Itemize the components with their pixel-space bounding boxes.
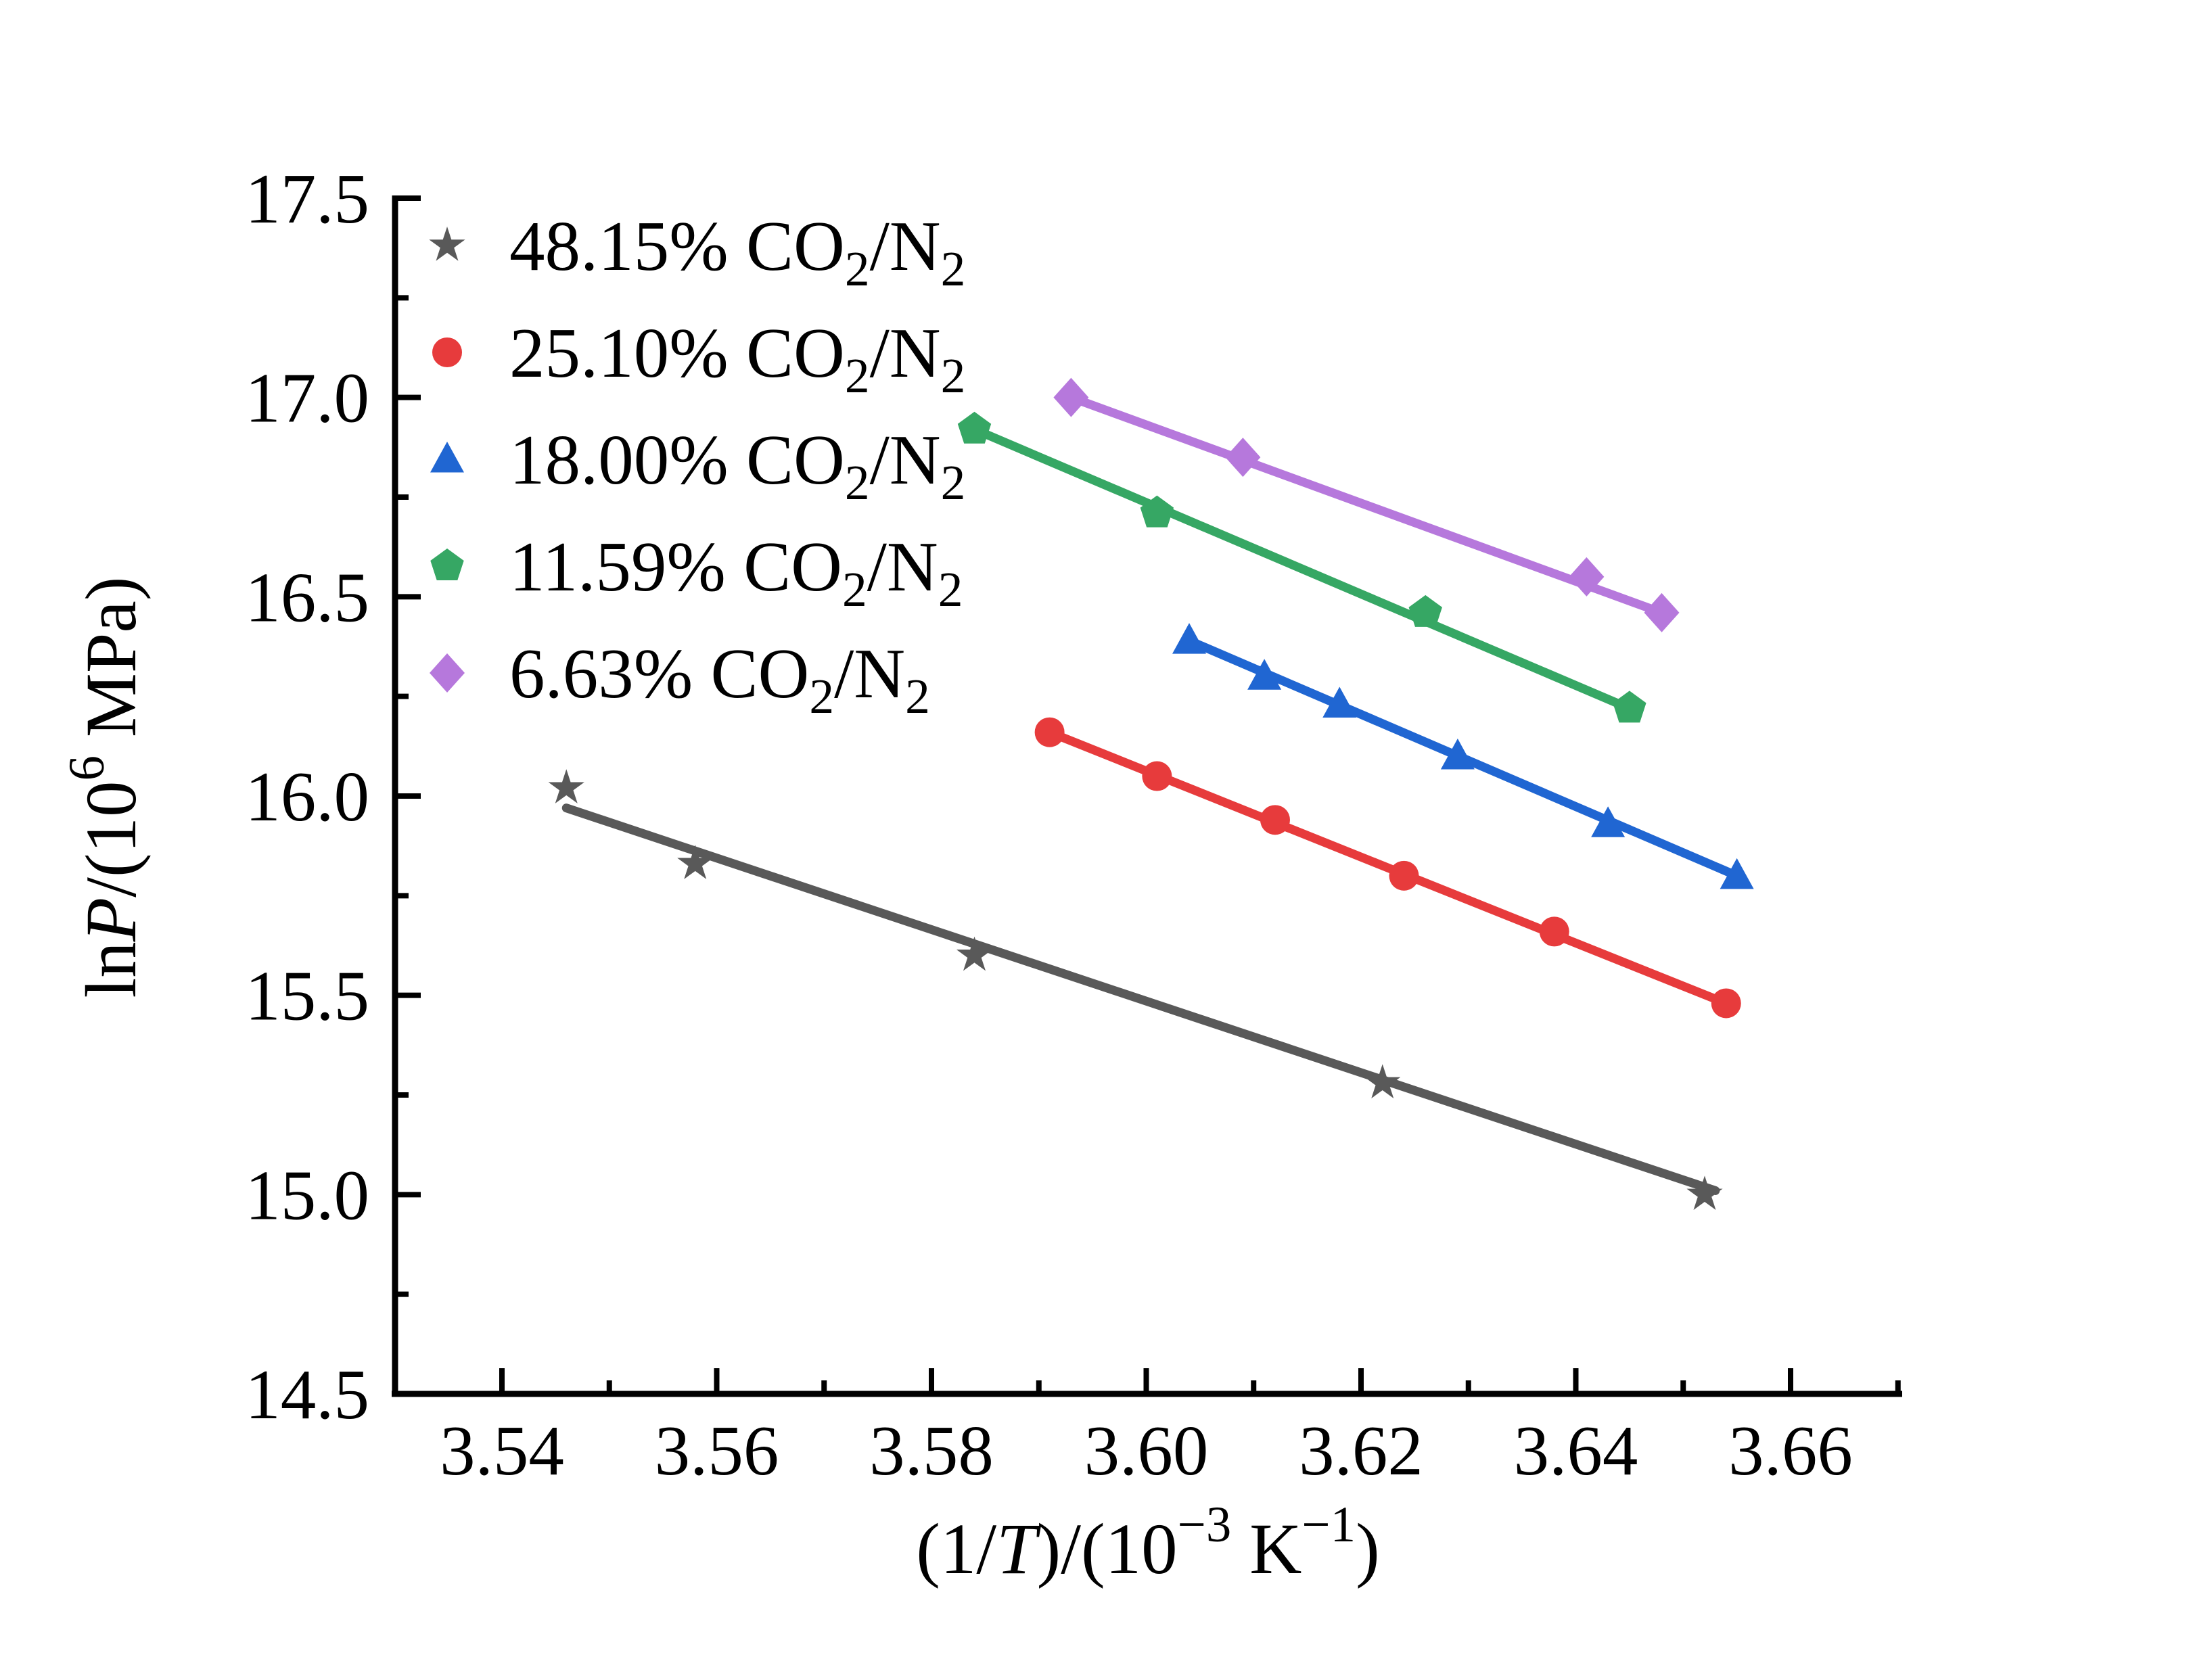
trend-line <box>561 803 1720 1195</box>
y-tick-label-16.5: 16.5 <box>245 557 369 636</box>
triangle-marker <box>1440 739 1475 770</box>
y-tick-label-15.0: 15.0 <box>245 1155 369 1234</box>
legend-entry: 6.63% CO2/N2 <box>430 634 930 724</box>
legend-entry: 11.59% CO2/N2 <box>430 527 963 617</box>
series-11.5922 <box>957 411 1646 723</box>
legend-label: 25.10% CO2/N2 <box>509 313 965 403</box>
y-tick-label-16.0: 16.0 <box>245 757 369 836</box>
x-tick-label-3.64: 3.64 <box>1514 1411 1638 1490</box>
triangle-marker <box>1172 623 1206 654</box>
diamond-marker <box>1644 592 1680 632</box>
legend-entry: 25.10% CO2/N2 <box>432 313 965 403</box>
legend-label: 6.63% CO2/N2 <box>509 634 930 724</box>
star-marker <box>956 936 993 971</box>
star-marker <box>1686 1175 1723 1211</box>
y-tick-label-15.5: 15.5 <box>245 956 369 1035</box>
pentagon-marker <box>1140 495 1174 528</box>
x-tick-label-3.66: 3.66 <box>1728 1411 1853 1490</box>
pentagon-marker <box>1408 594 1442 627</box>
legend-diamond-icon <box>430 653 465 693</box>
triangle-marker <box>1247 659 1282 690</box>
legend-label: 11.59% CO2/N2 <box>509 527 963 617</box>
triangle-marker <box>1720 858 1754 889</box>
legend-entry: 18.00% CO2/N2 <box>430 420 965 510</box>
legend-label: 18.00% CO2/N2 <box>509 420 965 510</box>
legend-star-icon <box>429 227 465 261</box>
y-tick-label-17.5: 17.5 <box>245 159 369 238</box>
y-axis-title: lnP/(106 MPa) <box>59 577 152 998</box>
pentagon-marker <box>1613 691 1646 723</box>
legend-pentagon-icon <box>430 549 464 580</box>
star-marker <box>677 845 714 879</box>
series-6.6322 <box>1053 377 1680 632</box>
pentagon-marker <box>957 411 992 444</box>
series-18.0022 <box>1172 623 1754 889</box>
x-axis-title: (1/T)/(10−3 K−1) <box>916 1497 1379 1589</box>
y-tick-label-17.0: 17.0 <box>245 358 369 438</box>
triangle-marker <box>1591 806 1626 837</box>
star-marker <box>1364 1064 1401 1099</box>
diamond-marker <box>1569 557 1605 597</box>
trend-line <box>1066 393 1666 617</box>
x-tick-label-3.54: 3.54 <box>440 1411 564 1490</box>
series-25.1022 <box>1034 717 1741 1019</box>
x-tick-label-3.60: 3.60 <box>1084 1411 1209 1490</box>
circle-marker <box>1539 916 1569 947</box>
triangle-marker <box>1322 686 1357 718</box>
x-tick-label-3.56: 3.56 <box>655 1411 779 1490</box>
y-tick-label-14.5: 14.5 <box>245 1355 369 1434</box>
legend-entry: 48.15% CO2/N2 <box>429 206 965 296</box>
series-48.1522 <box>548 769 1723 1211</box>
star-marker <box>548 769 584 803</box>
circle-marker <box>1260 805 1290 835</box>
circle-marker <box>1142 761 1172 791</box>
legend: 48.15% CO2/N2 25.10% CO2/N2 18.00% CO2/N2 1… <box>429 206 965 724</box>
legend-circle-icon <box>432 337 462 367</box>
diamond-marker <box>1225 438 1261 477</box>
x-tick-label-3.58: 3.58 <box>869 1411 994 1490</box>
trend-line <box>970 425 1634 713</box>
legend-triangle-icon <box>430 442 464 473</box>
diamond-marker <box>1053 377 1089 417</box>
legend-label: 48.15% CO2/N2 <box>509 206 965 296</box>
circle-marker <box>1034 717 1065 747</box>
circle-marker <box>1389 860 1419 891</box>
circle-marker <box>1711 988 1741 1019</box>
x-tick-label-3.62: 3.62 <box>1299 1411 1423 1490</box>
